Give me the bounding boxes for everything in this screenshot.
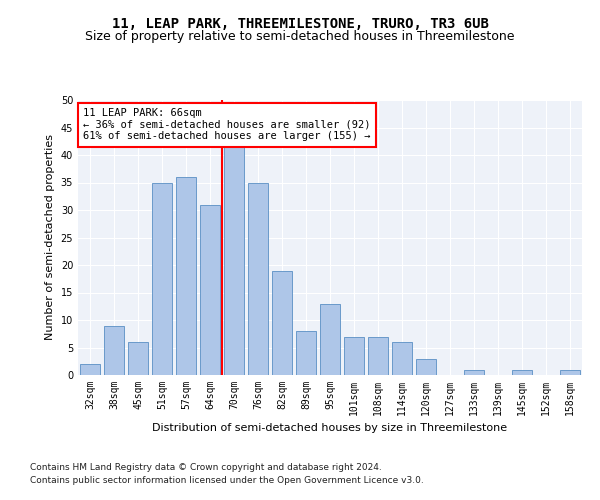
Bar — [464, 370, 484, 375]
Bar — [344, 336, 364, 375]
Bar — [512, 370, 532, 375]
Text: Size of property relative to semi-detached houses in Threemilestone: Size of property relative to semi-detach… — [85, 30, 515, 43]
Bar — [392, 342, 412, 375]
Bar — [560, 370, 580, 375]
Bar — [104, 326, 124, 375]
Bar — [416, 358, 436, 375]
Bar — [200, 204, 220, 375]
Bar — [152, 182, 172, 375]
Bar — [368, 336, 388, 375]
Bar — [128, 342, 148, 375]
Text: Contains HM Land Registry data © Crown copyright and database right 2024.: Contains HM Land Registry data © Crown c… — [30, 464, 382, 472]
Text: Contains public sector information licensed under the Open Government Licence v3: Contains public sector information licen… — [30, 476, 424, 485]
Bar — [248, 182, 268, 375]
Bar — [176, 177, 196, 375]
Bar — [296, 331, 316, 375]
Bar — [272, 270, 292, 375]
Text: 11 LEAP PARK: 66sqm
← 36% of semi-detached houses are smaller (92)
61% of semi-d: 11 LEAP PARK: 66sqm ← 36% of semi-detach… — [83, 108, 371, 142]
Bar — [320, 304, 340, 375]
X-axis label: Distribution of semi-detached houses by size in Threemilestone: Distribution of semi-detached houses by … — [152, 424, 508, 434]
Bar — [80, 364, 100, 375]
Text: 11, LEAP PARK, THREEMILESTONE, TRURO, TR3 6UB: 11, LEAP PARK, THREEMILESTONE, TRURO, TR… — [112, 18, 488, 32]
Bar — [224, 144, 244, 375]
Y-axis label: Number of semi-detached properties: Number of semi-detached properties — [45, 134, 55, 340]
